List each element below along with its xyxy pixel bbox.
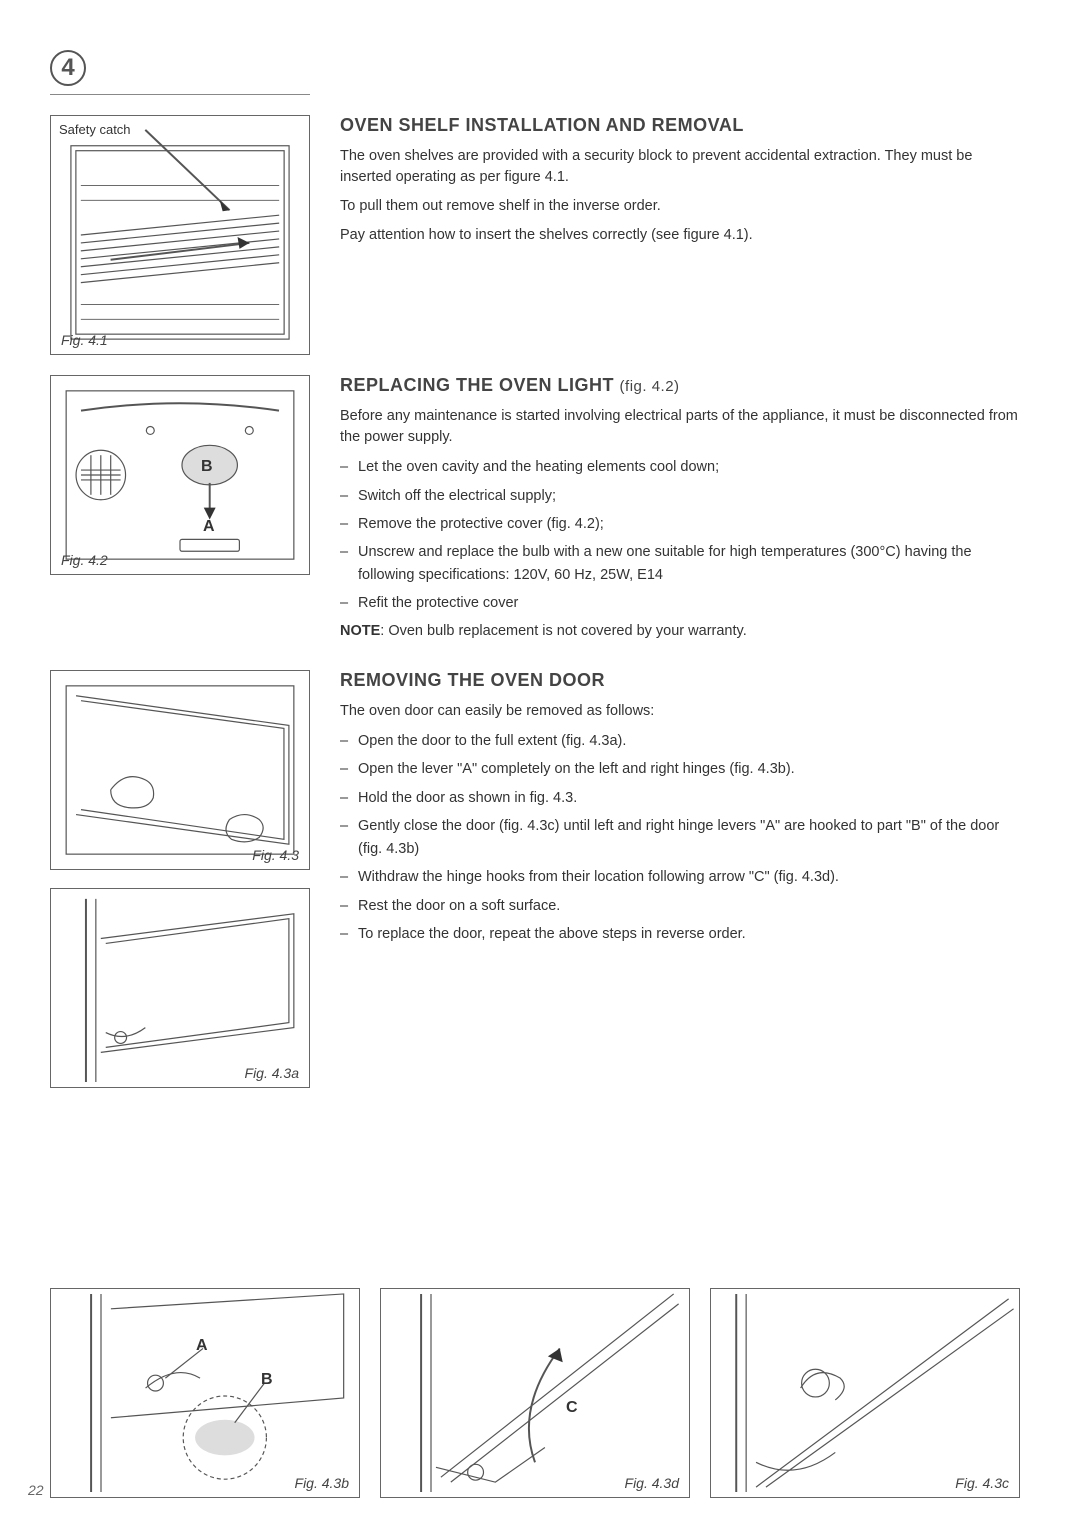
- door-heading: REMOVING THE OVEN DOOR: [340, 670, 1020, 691]
- shelf-heading: OVEN SHELF INSTALLATION AND REMOVAL: [340, 115, 1020, 136]
- fig43b-marker-a: A: [196, 1337, 208, 1355]
- fig43c-illustration: [711, 1289, 1019, 1497]
- shelf-text: OVEN SHELF INSTALLATION AND REMOVAL The …: [340, 115, 1020, 355]
- row-shelf: Safety catch: [50, 115, 1020, 355]
- door-item: Open the lever "A" completely on the lef…: [340, 758, 1020, 780]
- light-item: Switch off the electrical supply;: [340, 485, 1020, 507]
- figure-4-3d: C Fig. 4.3d: [380, 1288, 690, 1498]
- figure-4-3: Fig. 4.3: [50, 670, 310, 870]
- light-item: Remove the protective cover (fig. 4.2);: [340, 513, 1020, 535]
- light-item: Unscrew and replace the bulb with a new …: [340, 541, 1020, 586]
- shelf-p2: To pull them out remove shelf in the inv…: [340, 196, 1020, 217]
- shelf-p3: Pay attention how to insert the shelves …: [340, 225, 1020, 246]
- fig43c-label: Fig. 4.3c: [955, 1475, 1009, 1491]
- note-label: NOTE: [340, 623, 380, 639]
- door-item: Hold the door as shown in fig. 4.3.: [340, 787, 1020, 809]
- fig43b-label: Fig. 4.3b: [295, 1475, 349, 1491]
- light-heading-suffix: (fig. 4.2): [620, 378, 680, 395]
- door-item: Open the door to the full extent (fig. 4…: [340, 730, 1020, 752]
- fig41-callout: Safety catch: [59, 122, 131, 137]
- light-heading-main: REPLACING THE OVEN LIGHT: [340, 375, 614, 395]
- light-text: REPLACING THE OVEN LIGHT (fig. 4.2) Befo…: [340, 375, 1020, 650]
- figure-4-3b: A B Fig. 4.3b: [50, 1288, 360, 1498]
- fig43b-illustration: [51, 1289, 359, 1497]
- section-number: 4: [61, 54, 74, 82]
- row-light: B A Fig. 4.2 REPLACING THE OVEN LIGHT (f…: [50, 375, 1020, 650]
- fig43a-illustration: [51, 889, 309, 1087]
- fig42-marker-b: B: [201, 458, 213, 476]
- fig43a-label: Fig. 4.3a: [245, 1065, 299, 1081]
- section-number-badge: 4: [50, 50, 86, 86]
- figure-4-3c: Fig. 4.3c: [710, 1288, 1020, 1498]
- fig43-label: Fig. 4.3: [252, 847, 299, 863]
- figure-4-1: Safety catch: [50, 115, 310, 355]
- door-item: Withdraw the hinge hooks from their loca…: [340, 866, 1020, 888]
- light-note: NOTE: Oven bulb replacement is not cover…: [340, 621, 1020, 642]
- fig43d-label: Fig. 4.3d: [625, 1475, 679, 1491]
- fig42-label: Fig. 4.2: [61, 552, 108, 568]
- door-list: Open the door to the full extent (fig. 4…: [340, 730, 1020, 946]
- fig43d-illustration: [381, 1289, 689, 1497]
- shelf-p1: The oven shelves are provided with a sec…: [340, 146, 1020, 188]
- light-heading: REPLACING THE OVEN LIGHT (fig. 4.2): [340, 375, 1020, 396]
- light-item: Let the oven cavity and the heating elem…: [340, 456, 1020, 478]
- light-item: Refit the protective cover: [340, 592, 1020, 614]
- fig42-marker-a: A: [203, 518, 215, 536]
- fig41-label: Fig. 4.1: [61, 332, 108, 348]
- door-intro: The oven door can easily be removed as f…: [340, 701, 1020, 722]
- fig41-illustration: [51, 116, 309, 354]
- door-item: Rest the door on a soft surface.: [340, 895, 1020, 917]
- header-rule: [50, 94, 310, 95]
- figure-4-2: B A Fig. 4.2: [50, 375, 310, 575]
- light-intro: Before any maintenance is started involv…: [340, 406, 1020, 448]
- door-item: Gently close the door (fig. 4.3c) until …: [340, 815, 1020, 860]
- fig43d-marker-c: C: [566, 1399, 578, 1417]
- row-door: Fig. 4.3 Fig. 4.3a REMOVING THE OVEN DOO…: [50, 670, 1020, 1088]
- door-text: REMOVING THE OVEN DOOR The oven door can…: [340, 670, 1020, 1088]
- fig43-illustration: [51, 671, 309, 869]
- light-list: Let the oven cavity and the heating elem…: [340, 456, 1020, 615]
- note-text: : Oven bulb replacement is not covered b…: [380, 623, 746, 639]
- fig42-illustration: [51, 376, 309, 574]
- fig43b-marker-b: B: [261, 1371, 273, 1389]
- door-item: To replace the door, repeat the above st…: [340, 923, 1020, 945]
- figure-4-3a: Fig. 4.3a: [50, 888, 310, 1088]
- row-bottom-figures: A B Fig. 4.3b C Fig. 4.3d F: [50, 1288, 1020, 1498]
- page-number: 22: [28, 1482, 44, 1498]
